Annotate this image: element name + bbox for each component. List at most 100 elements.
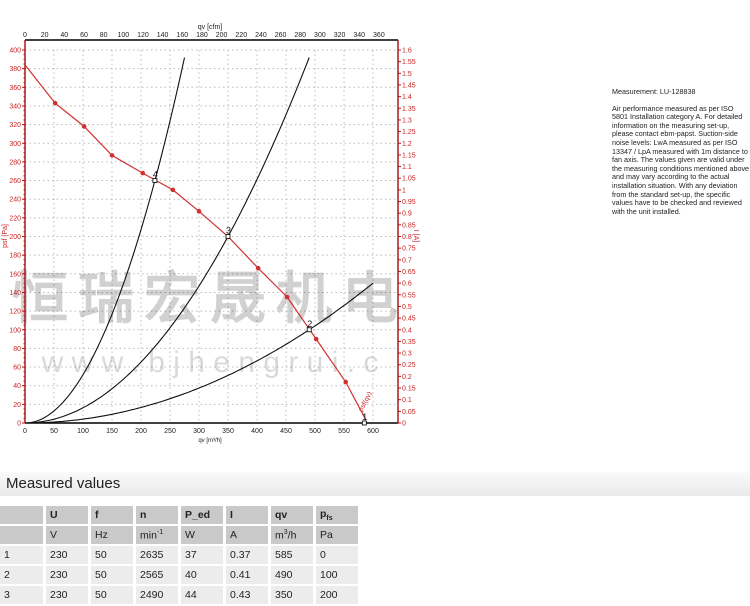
fan-curve-label: psf(qv) (358, 391, 374, 413)
header-i: I (226, 506, 268, 524)
right-tick-label: 1.6 (402, 48, 412, 55)
right-tick-label: 0.15 (402, 386, 416, 393)
fan-curve-marker (140, 170, 146, 176)
table-cell: 3 (0, 586, 43, 604)
header-cell (0, 506, 43, 524)
unit-pa: Pa (316, 526, 358, 544)
bottom-tick-label: 150 (106, 428, 118, 435)
table-cell: 490 (271, 566, 313, 584)
system-curve-4 (24, 57, 186, 424)
right-tick-label: 1.45 (402, 82, 416, 89)
operating-point-label: 4 (153, 170, 158, 180)
table-cell: 40 (181, 566, 223, 584)
operating-point-marker (225, 234, 231, 239)
left-tick-label: 160 (9, 271, 21, 278)
system-curve-2 (25, 282, 374, 424)
left-tick-label: 280 (9, 159, 21, 166)
right-tick-label: 1.55 (402, 59, 416, 66)
left-tick-label: 20 (13, 402, 21, 409)
left-tick-label: 380 (9, 66, 21, 73)
fan-curve-marker (343, 379, 349, 385)
top-tick-label: 240 (255, 32, 267, 39)
fan-curve-marker (196, 209, 202, 214)
unit-a: A (226, 526, 268, 544)
top-tick-label: 300 (314, 32, 326, 39)
right-tick-label: 0.4 (402, 327, 412, 334)
header-qv: qv (271, 506, 313, 524)
right-tick-label: 1.2 (402, 141, 412, 148)
top-tick-label: 200 (216, 32, 228, 39)
bottom-tick-label: 100 (77, 428, 89, 435)
fan-curve-marker (284, 294, 290, 300)
right-tick-label: 0.1 (402, 397, 412, 404)
left-tick-label: 180 (9, 253, 21, 260)
x-axis-label-bottom: qv [m³/h] (198, 438, 222, 444)
right-tick-label: 0.2 (402, 374, 412, 381)
fan-curve-marker (170, 187, 176, 193)
table-units-row: V Hz min-1 W A m3/h Pa (0, 526, 358, 544)
bottom-tick-label: 600 (367, 428, 379, 435)
right-tick-label: 0 (402, 421, 406, 428)
table-cell: 230 (46, 586, 88, 604)
left-tick-label: 40 (13, 383, 21, 390)
x-axis-label-top: qv [cfm] (198, 24, 223, 31)
left-tick-label: 300 (9, 141, 21, 148)
left-tick-label: 0 (17, 421, 21, 428)
right-tick-label: 0.35 (402, 339, 416, 346)
right-tick-label: 0.3 (402, 351, 412, 358)
bottom-tick-label: 350 (222, 428, 234, 435)
fan-curve-marker (52, 100, 58, 106)
right-tick-label: 1.15 (402, 152, 416, 159)
table-cell: 2565 (136, 566, 178, 584)
table-cell: 50 (91, 586, 133, 604)
bottom-tick-label: 450 (280, 428, 292, 435)
table-cell: 0 (316, 546, 358, 564)
top-tick-label: 340 (353, 32, 365, 39)
right-tick-label: 0.9 (402, 211, 412, 218)
bottom-tick-label: 500 (309, 428, 321, 435)
top-tick-label: 260 (275, 32, 287, 39)
table-cell: 230 (46, 566, 88, 584)
header-f: f (91, 506, 133, 524)
operating-point-label: 2 (307, 319, 312, 329)
table-cell: 0.41 (226, 566, 268, 584)
unit-min: min-1 (136, 526, 178, 544)
unit-cell (0, 526, 43, 544)
top-tick-label: 320 (334, 32, 346, 39)
bottom-tick-label: 550 (338, 428, 350, 435)
left-tick-label: 220 (9, 215, 21, 222)
measurement-id: Measurement: LU-128838 (612, 87, 696, 96)
right-tick-label: 1 (402, 187, 406, 194)
bottom-tick-label: 250 (164, 428, 176, 435)
right-tick-label: 0.6 (402, 281, 412, 288)
table-cell: 2490 (136, 586, 178, 604)
left-tick-label: 340 (9, 103, 21, 110)
operating-point-label: 3 (226, 226, 231, 236)
table-row: 3 230 50 2490 44 0.43 350 200 (0, 586, 358, 604)
right-tick-label: 0.55 (402, 292, 416, 299)
fan-curve-marker (255, 265, 261, 271)
right-tick-label: 0.8 (402, 234, 412, 241)
left-tick-label: 360 (9, 85, 21, 92)
right-tick-label: 1.4 (402, 94, 412, 101)
table-cell: 0.37 (226, 546, 268, 564)
right-tick-label: 0.25 (402, 362, 416, 369)
unit-w: W (181, 526, 223, 544)
unit-hz: Hz (91, 526, 133, 544)
right-tick-label: 0.45 (402, 316, 416, 323)
left-tick-label: 80 (13, 346, 21, 353)
table-header-row: U f n P_ed I qv pfs (0, 506, 358, 524)
top-tick-label: 360 (373, 32, 385, 39)
table-row: 1 230 50 2635 37 0.37 585 0 (0, 546, 358, 564)
operating-point-marker (361, 420, 367, 426)
top-tick-label: 180 (196, 32, 208, 39)
table-cell: 585 (271, 546, 313, 564)
table-cell: 1 (0, 546, 43, 564)
table-cell: 200 (316, 586, 358, 604)
bottom-tick-label: 0 (23, 428, 27, 435)
top-tick-label: 80 (100, 32, 108, 39)
fan-curve-marker (313, 336, 319, 342)
top-tick-label: 140 (157, 32, 169, 39)
right-tick-label: 0.75 (402, 246, 416, 253)
